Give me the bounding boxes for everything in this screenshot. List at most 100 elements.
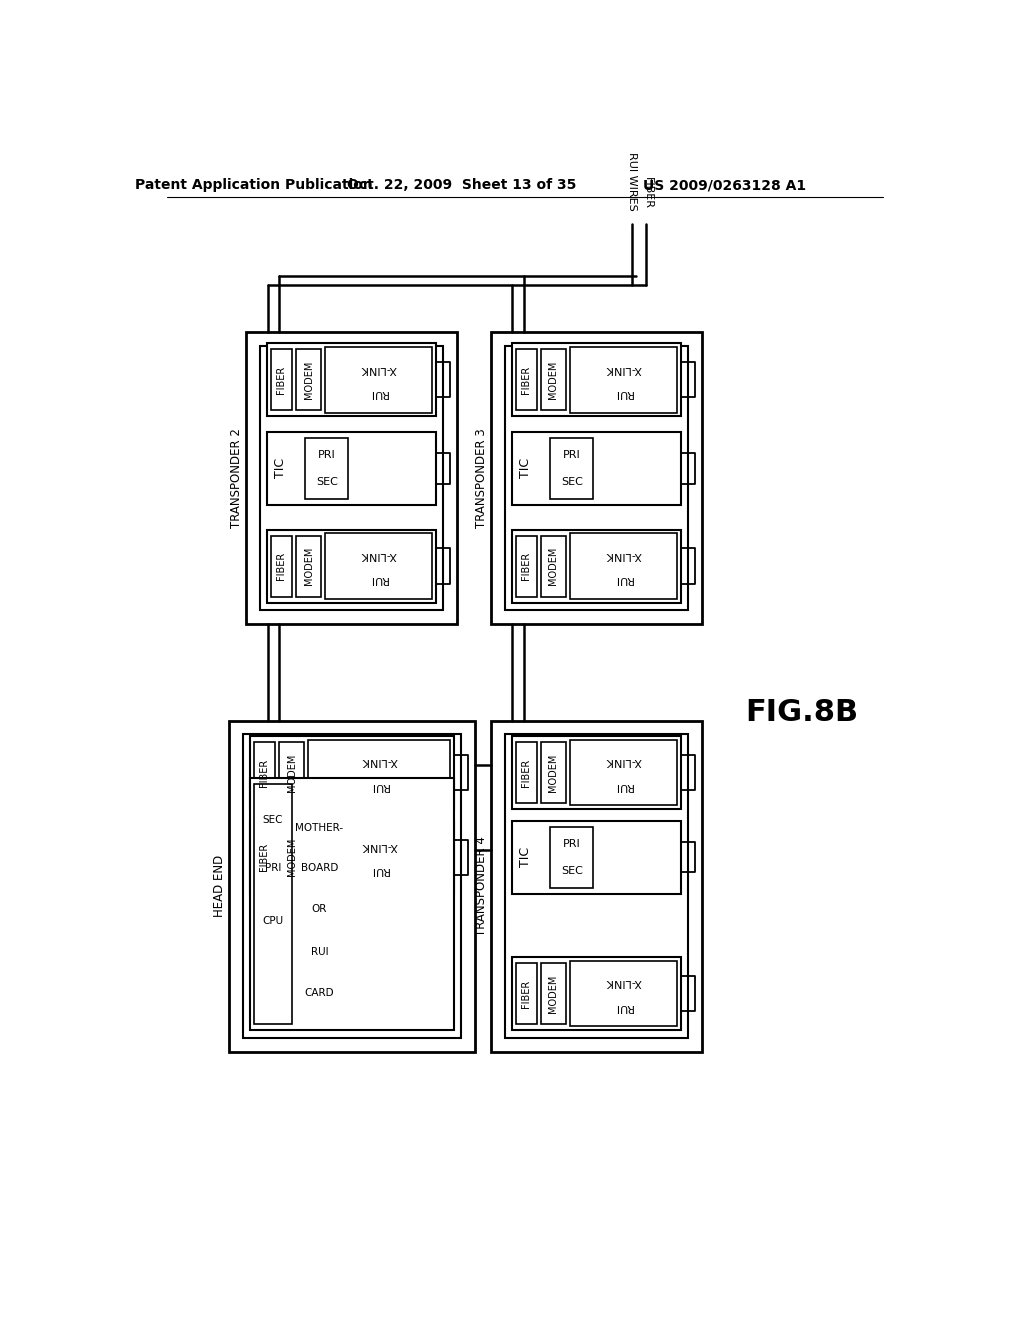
Bar: [512, 432, 681, 506]
Bar: [515, 964, 538, 1024]
Bar: [569, 739, 677, 805]
Text: MODEM: MODEM: [303, 546, 313, 585]
Text: BOARD: BOARD: [301, 863, 338, 874]
Bar: [308, 825, 451, 890]
Text: FIG.8B: FIG.8B: [745, 698, 859, 727]
Text: X-LINK: X-LINK: [360, 363, 396, 374]
Bar: [266, 529, 435, 603]
Text: X-LINK: X-LINK: [361, 756, 397, 767]
Bar: [569, 533, 677, 599]
Text: FIBER: FIBER: [521, 366, 531, 393]
Bar: [541, 350, 566, 411]
Text: PRI: PRI: [563, 450, 581, 459]
Bar: [512, 957, 681, 1030]
Bar: [228, 721, 475, 1052]
Bar: [550, 438, 593, 499]
Text: TIC: TIC: [519, 458, 532, 478]
Text: CPU: CPU: [262, 916, 284, 925]
Bar: [490, 721, 701, 1052]
Text: RUI: RUI: [369, 388, 388, 397]
Text: SEC: SEC: [263, 816, 284, 825]
Text: MODEM: MODEM: [549, 974, 558, 1012]
Bar: [296, 350, 321, 411]
Text: FIBER: FIBER: [259, 843, 269, 871]
Bar: [243, 734, 461, 1038]
Bar: [296, 536, 321, 597]
Text: FIBER: FIBER: [276, 366, 287, 393]
Bar: [541, 742, 566, 803]
Text: X-LINK: X-LINK: [605, 977, 641, 987]
Text: HEAD END: HEAD END: [213, 855, 226, 917]
Text: SEC: SEC: [561, 477, 583, 487]
Text: OR: OR: [311, 904, 327, 913]
Text: MODEM: MODEM: [549, 360, 558, 399]
Text: MODEM: MODEM: [303, 360, 313, 399]
Bar: [505, 734, 687, 1038]
Text: RUI: RUI: [370, 866, 389, 875]
Text: RUI: RUI: [613, 1002, 633, 1011]
Bar: [569, 961, 677, 1026]
Bar: [512, 343, 681, 416]
Text: FIBER: FIBER: [521, 759, 531, 787]
Text: PRI: PRI: [563, 838, 581, 849]
Text: PRI: PRI: [265, 863, 282, 874]
Bar: [512, 821, 681, 894]
Bar: [260, 346, 442, 610]
Text: MODEM: MODEM: [287, 838, 297, 876]
Text: SEC: SEC: [315, 477, 338, 487]
Bar: [280, 826, 304, 887]
Text: RUI WIRES: RUI WIRES: [627, 152, 637, 211]
Text: MOTHER-: MOTHER-: [295, 822, 343, 833]
Text: X-LINK: X-LINK: [605, 363, 641, 374]
Text: TIC: TIC: [274, 458, 287, 478]
Bar: [325, 533, 432, 599]
Bar: [280, 742, 304, 803]
Bar: [254, 826, 275, 887]
Text: MODEM: MODEM: [287, 754, 297, 792]
Text: FIBER: FIBER: [643, 177, 653, 209]
Bar: [325, 347, 432, 412]
Bar: [308, 739, 451, 805]
Bar: [246, 331, 457, 624]
Bar: [250, 737, 455, 809]
Text: TRANSPONDER 4: TRANSPONDER 4: [475, 836, 487, 936]
Text: MODEM: MODEM: [549, 546, 558, 585]
Bar: [270, 536, 292, 597]
Text: RUI: RUI: [370, 780, 389, 791]
Text: TIC: TIC: [519, 847, 532, 867]
Bar: [505, 346, 687, 610]
Bar: [490, 331, 701, 624]
Bar: [250, 779, 455, 1030]
Bar: [515, 350, 538, 411]
Text: CARD: CARD: [304, 987, 334, 998]
Text: Oct. 22, 2009  Sheet 13 of 35: Oct. 22, 2009 Sheet 13 of 35: [346, 178, 575, 193]
Bar: [512, 529, 681, 603]
Bar: [254, 742, 275, 803]
Bar: [254, 784, 292, 1024]
Bar: [305, 438, 348, 499]
Text: US 2009/0263128 A1: US 2009/0263128 A1: [643, 178, 806, 193]
Text: FIBER: FIBER: [521, 979, 531, 1007]
Text: RUI: RUI: [310, 946, 329, 957]
Text: FIBER: FIBER: [521, 552, 531, 581]
Text: PRI: PRI: [317, 450, 336, 459]
Text: RUI: RUI: [613, 780, 633, 791]
Text: RUI: RUI: [369, 574, 388, 585]
Text: TRANSPONDER 3: TRANSPONDER 3: [475, 428, 487, 528]
Text: X-LINK: X-LINK: [605, 550, 641, 560]
Text: MODEM: MODEM: [549, 754, 558, 792]
Bar: [550, 826, 593, 887]
Text: Patent Application Publication: Patent Application Publication: [135, 178, 373, 193]
Text: SEC: SEC: [561, 866, 583, 875]
Text: TRANSPONDER 2: TRANSPONDER 2: [230, 428, 243, 528]
Bar: [515, 536, 538, 597]
Bar: [569, 347, 677, 412]
Bar: [266, 432, 435, 506]
Text: FIBER: FIBER: [276, 552, 287, 581]
Text: RUI: RUI: [613, 574, 633, 585]
Bar: [250, 821, 455, 894]
Bar: [512, 737, 681, 809]
Text: X-LINK: X-LINK: [361, 841, 397, 851]
Bar: [266, 343, 435, 416]
Text: FIBER: FIBER: [259, 759, 269, 787]
